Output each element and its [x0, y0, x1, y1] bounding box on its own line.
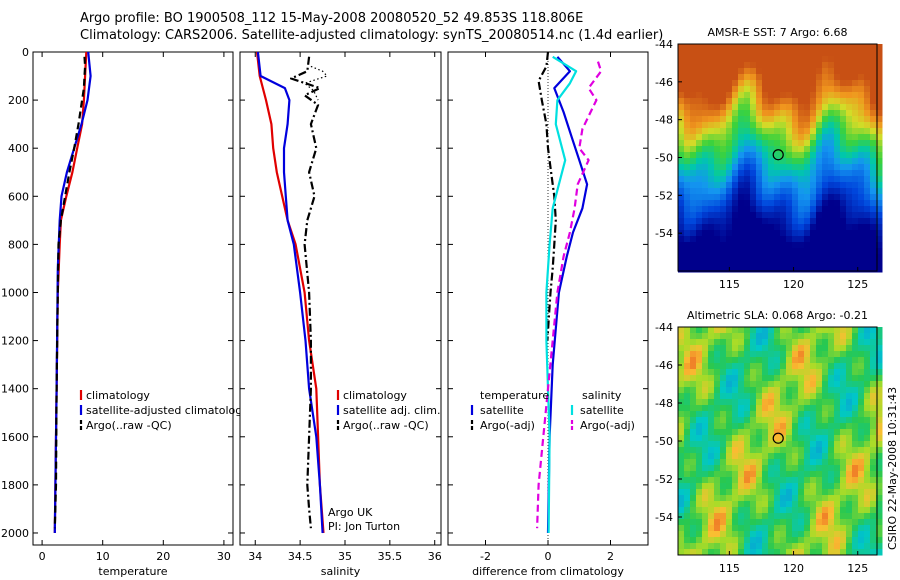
- float-owner-annotation: Argo UK: [328, 506, 373, 519]
- sla-map-xtick-label: 125: [847, 562, 868, 575]
- sla-map-field: [678, 327, 883, 556]
- salinity-xtick-label: 35.5: [378, 550, 403, 563]
- salinity-series-climatology: [255, 51, 325, 534]
- salinity-series-argo-dotted-: [304, 65, 328, 101]
- sla-map-ytick-label: -54: [655, 511, 673, 524]
- sla-map-ytick-label: -44: [655, 321, 673, 334]
- figure-title-line-2: Climatology: CARS2006. Satellite-adjuste…: [80, 28, 664, 43]
- depth-tick-label: 1800: [1, 479, 29, 492]
- sst-map-xtick-label: 115: [719, 278, 740, 291]
- salinity-legend-item: Argo(..raw -QC): [343, 419, 429, 432]
- difference-series-temperature-satellite: [546, 56, 589, 534]
- temperature-legend-item: Argo(..raw -QC): [86, 419, 172, 432]
- salinity-xlabel: salinity: [321, 565, 361, 578]
- depth-tick-label: 1200: [1, 335, 29, 348]
- salinity-panel: 34 34.5 35 35.5 36 salinity climatology satelli…: [239, 51, 442, 578]
- salinity-legend-item: climatology: [343, 389, 407, 402]
- temperature-series-argo-raw-qc-: [53, 56, 87, 529]
- sst-map-ytick-label: -50: [655, 152, 673, 165]
- depth-tick-label: 400: [8, 142, 29, 155]
- salinity-xtick-label: 35: [338, 550, 352, 563]
- legend-group-item: satellite: [480, 404, 524, 417]
- temperature-xtick-label: 20: [156, 550, 170, 563]
- figure-title-line-1: Argo profile: BO 1900508_112 15-May-2008…: [80, 11, 584, 26]
- sst-map-title: AMSR-E SST: 7 Argo: 6.68: [707, 26, 847, 39]
- sst-map-ytick-label: -48: [655, 114, 673, 127]
- sst-map-xtick-label: 125: [847, 278, 868, 291]
- sst-map-argo-position-marker: [772, 149, 784, 161]
- salinity-legend-item: satellite adj. clim.: [343, 404, 440, 417]
- depth-tick-label: 0: [22, 46, 29, 59]
- temperature-xtick-label: 10: [96, 550, 110, 563]
- sla-map-ytick-label: -52: [655, 473, 673, 486]
- sla-map-argo-position-marker: [772, 432, 784, 444]
- salinity-series-argo-raw-qc-: [290, 56, 321, 529]
- legend-group-header: salinity: [582, 389, 622, 402]
- temperature-axes-frame: [32, 51, 234, 546]
- difference-panel: -2 0 2 difference from climatology temperatu…: [447, 51, 649, 578]
- salinity-series-satellite-adj-clim-: [256, 51, 324, 534]
- sla-map-xtick-label: 120: [783, 562, 804, 575]
- sst-map-xtick-label: 120: [783, 278, 804, 291]
- sst-map-panel: AMSR-E SST: 7 Argo: 6.68 115 120 125 -44 -46 -…: [655, 26, 883, 291]
- salinity-xtick-label: 34.5: [288, 550, 313, 563]
- salinity-xtick-label: 34: [248, 550, 262, 563]
- depth-tick-label: 600: [8, 190, 29, 203]
- temperature-xtick-label: 30: [217, 550, 231, 563]
- pi-annotation: PI: Jon Turton: [328, 520, 400, 533]
- temperature-xlabel: temperature: [98, 565, 167, 578]
- depth-tick-label: 200: [8, 94, 29, 107]
- temperature-legend-item: satellite-adjusted climatology: [86, 404, 249, 417]
- legend-group-item: Argo(-adj): [580, 419, 635, 432]
- difference-xtick-label: -2: [480, 550, 491, 563]
- salinity-xtick-label: 36: [428, 550, 442, 563]
- depth-tick-label: 800: [8, 238, 29, 251]
- difference-xtick-label: 2: [607, 550, 614, 563]
- difference-xlabel: difference from climatology: [472, 565, 624, 578]
- temperature-panel: 0 10 20 30 0 200 400 600 800 1000 1200 1400 1600 1800…: [1, 46, 249, 578]
- depth-tick-label: 1600: [1, 431, 29, 444]
- sla-map-ytick-label: -48: [655, 397, 673, 410]
- sst-map-ytick-label: -46: [655, 76, 673, 89]
- difference-series-salinity-satellite: [545, 55, 578, 534]
- temperature-legend-item: climatology: [86, 389, 150, 402]
- sla-map-xtick-label: 115: [719, 562, 740, 575]
- depth-tick-label: 2000: [1, 527, 29, 540]
- depth-tick-label: 1000: [1, 286, 29, 299]
- difference-xtick-label: 0: [545, 550, 552, 563]
- salinity-axes-frame: [239, 51, 442, 546]
- sst-map-ytick-label: -52: [655, 189, 673, 202]
- temperature-xtick-label: 0: [39, 550, 46, 563]
- sst-map-ytick-label: -44: [655, 38, 673, 51]
- legend-group-item: satellite: [580, 404, 624, 417]
- sla-map-title: Altimetric SLA: 0.068 Argo: -0.21: [687, 309, 868, 322]
- sst-map-field: [678, 44, 883, 273]
- sla-map-ytick-label: -50: [655, 435, 673, 448]
- sla-map-ytick-label: -46: [655, 359, 673, 372]
- sst-map-ytick-label: -54: [655, 227, 673, 240]
- sla-map-panel: Altimetric SLA: 0.068 Argo: -0.21 115 120 1…: [655, 309, 883, 575]
- legend-group-header: temperature: [480, 389, 549, 402]
- difference-series-temperature-argo-adj-: [537, 51, 557, 341]
- legend-group-item: Argo(-adj): [480, 419, 535, 432]
- depth-tick-label: 1400: [1, 383, 29, 396]
